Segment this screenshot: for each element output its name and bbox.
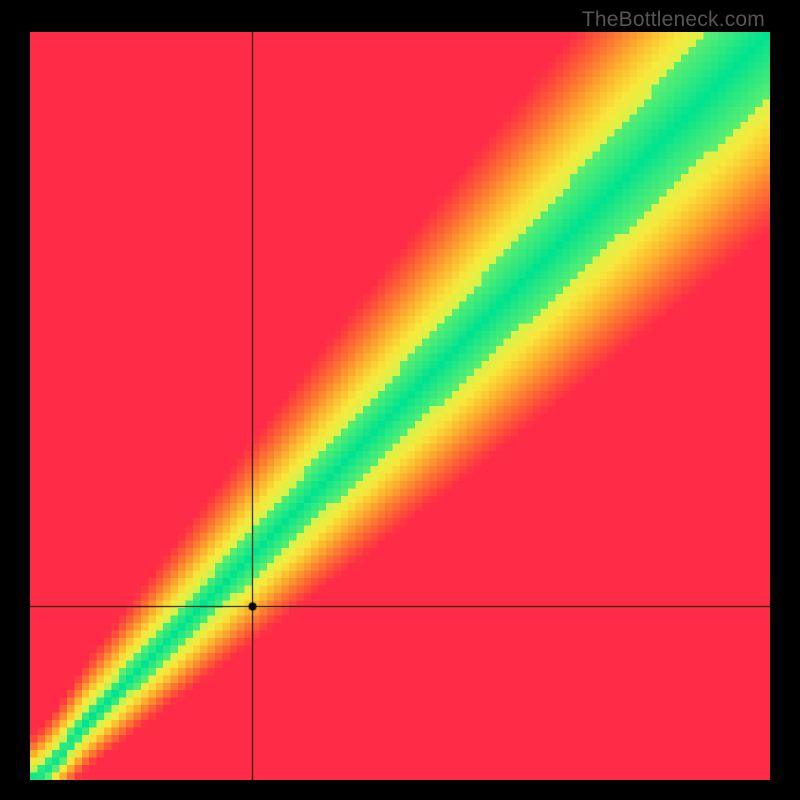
chart-frame: TheBottleneck.com bbox=[0, 0, 800, 800]
crosshair-overlay bbox=[30, 32, 770, 780]
watermark-text: TheBottleneck.com bbox=[582, 8, 765, 32]
